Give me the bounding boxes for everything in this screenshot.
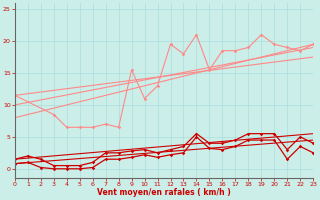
- X-axis label: Vent moyen/en rafales ( km/h ): Vent moyen/en rafales ( km/h ): [97, 188, 231, 197]
